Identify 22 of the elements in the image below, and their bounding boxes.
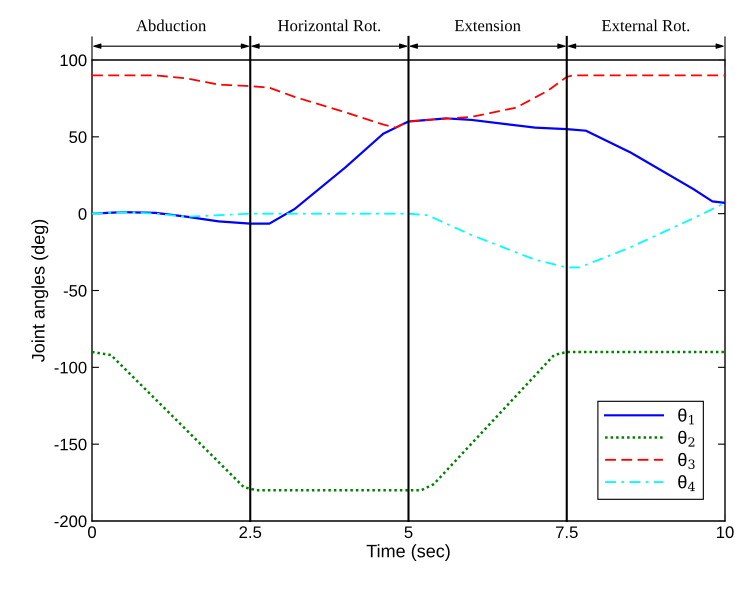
x-axis-title: Time (sec) [366, 544, 450, 561]
legend-label: θ$_{4}$ [678, 475, 695, 492]
x-tick-label: 7.5 [556, 526, 578, 538]
x-tick-label: 2.5 [240, 526, 262, 538]
legend-label: θ$_{3}$ [678, 452, 695, 469]
y-tick-label: -150 [54, 438, 86, 450]
y-axis-title: Joint angles (deg) [31, 220, 48, 362]
y-tick-label: 50 [69, 131, 86, 144]
text: Extension [454, 20, 521, 32]
text: Horizontal Rot. [278, 20, 380, 32]
x-tick-label: 10 [717, 526, 734, 538]
legend-label: θ$_{2}$ [678, 430, 694, 447]
x-tick-label: 0 [88, 526, 96, 538]
y-tick-label: 0 [78, 208, 86, 220]
y-tick-label: -200 [54, 515, 86, 528]
x-tick-label: 5 [404, 526, 412, 538]
y-tick-label: 100 [60, 54, 86, 66]
text: External Rot. [602, 20, 690, 32]
text: Abduction [136, 20, 206, 32]
y-tick-label: -100 [54, 362, 86, 374]
legend-label: θ$_{1}$ [678, 408, 694, 424]
y-tick-label: -50 [64, 284, 86, 297]
